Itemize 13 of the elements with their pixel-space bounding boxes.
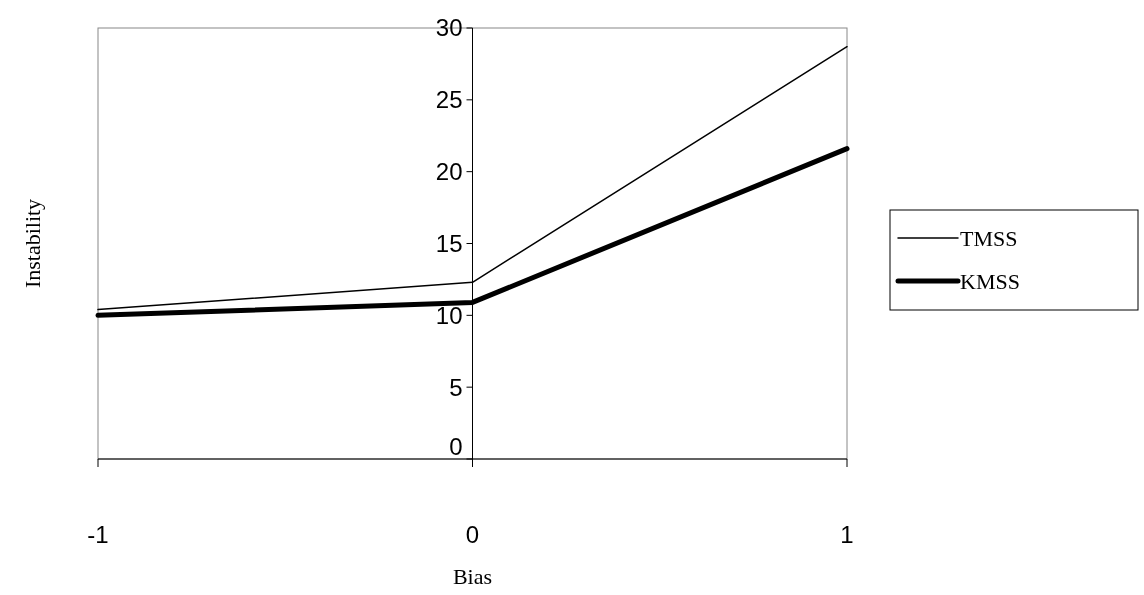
- y-tick-label: 0: [449, 433, 463, 461]
- y-tick-label: 5: [449, 373, 463, 401]
- x-tick-label: -1: [87, 521, 109, 548]
- legend-label: TMSS: [960, 225, 1018, 251]
- y-tick-label: 20: [435, 158, 463, 186]
- y-axis-title: Instability: [20, 198, 45, 289]
- y-tick-label: 10: [435, 301, 463, 329]
- y-tick-label: 15: [435, 229, 463, 257]
- x-tick-label: 1: [840, 521, 854, 548]
- x-axis-title: Bias: [452, 564, 493, 589]
- y-tick-label: 30: [435, 14, 463, 42]
- legend-label: KMSS: [960, 268, 1020, 294]
- y-tick-label: 25: [435, 86, 463, 114]
